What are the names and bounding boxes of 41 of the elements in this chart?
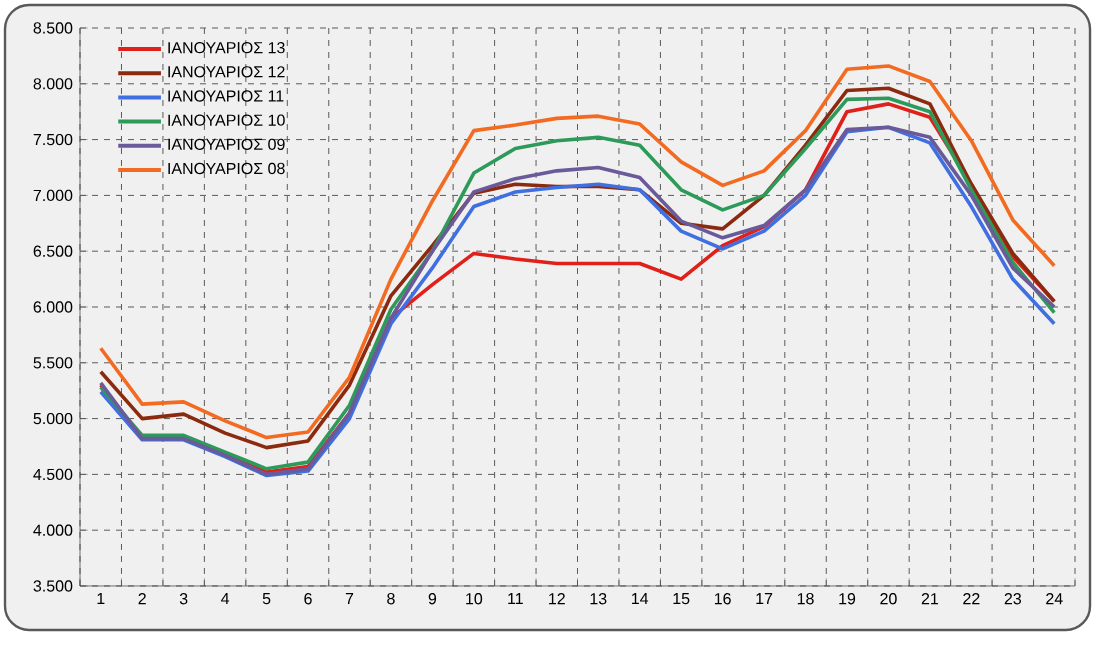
legend-label: ΙΑΝΟΥΑΡΙΟΣ 09: [168, 138, 285, 150]
y-tick-label: 8.000: [33, 78, 73, 90]
x-tick-label: 18: [797, 593, 814, 605]
legend-label: ΙΑΝΟΥΑΡΙΟΣ 08: [168, 162, 285, 175]
y-tick-label: 6.500: [33, 245, 73, 257]
x-tick-label: 11: [508, 593, 523, 605]
x-tick-label: 20: [880, 593, 897, 605]
legend-label: ΙΑΝΟΥΑΡΙΟΣ 12: [168, 66, 285, 78]
x-tick-label: 9: [428, 593, 437, 605]
x-tick-label: 14: [632, 593, 649, 605]
x-tick-label: 2: [138, 593, 146, 605]
x-tick-label: 10: [466, 593, 483, 605]
y-tick-label: 4.000: [33, 524, 73, 536]
y-tick-label: 8.500: [33, 22, 73, 34]
x-tick-label: 3: [179, 593, 188, 605]
x-tick-label: 4: [221, 593, 230, 605]
x-tick-label: 21: [921, 593, 939, 605]
x-tick-label: 5: [262, 593, 271, 605]
x-tick-label: 12: [549, 593, 565, 605]
x-tick-label: 6: [304, 593, 312, 605]
y-tick-label: 5.000: [33, 412, 73, 425]
x-tick-label: 7: [345, 593, 354, 605]
y-tick-label: 4.500: [33, 468, 73, 481]
legend-label: ΙΑΝΟΥΑΡΙΟΣ 11: [168, 90, 284, 102]
legend-label: ΙΑΝΟΥΑΡΙΟΣ 10: [168, 114, 285, 126]
x-tick-label: 24: [1046, 593, 1063, 605]
legend-label: ΙΑΝΟΥΑΡΙΟΣ 13: [168, 41, 285, 54]
x-tick-label: 23: [1004, 593, 1021, 605]
x-tick-label: 13: [590, 593, 607, 605]
y-tick-label: 5.500: [33, 357, 73, 369]
x-tick-label: 17: [756, 593, 773, 605]
y-tick-label: 6.000: [33, 301, 73, 313]
x-tick-label: 16: [714, 593, 731, 605]
x-tick-label: 22: [963, 593, 980, 605]
x-tick-label: 19: [839, 593, 856, 605]
y-tick-label: 7.500: [33, 133, 73, 146]
y-tick-label: 3.500: [33, 580, 73, 592]
y-tick-label: 7.000: [33, 189, 73, 202]
x-tick-label: 8: [387, 593, 395, 605]
x-tick-label: 15: [673, 593, 690, 605]
x-tick-label: 1: [97, 593, 105, 605]
